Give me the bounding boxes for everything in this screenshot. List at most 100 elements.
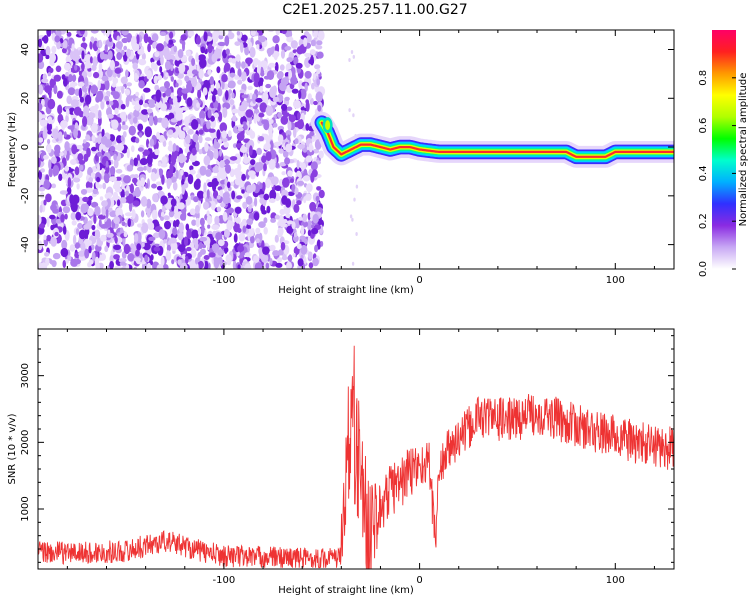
noise-cell xyxy=(272,250,280,257)
noise-cell xyxy=(130,243,135,249)
noise-cell xyxy=(277,71,284,79)
noise-cell xyxy=(149,39,153,45)
noise-cell xyxy=(164,81,170,89)
noise-cell xyxy=(211,224,220,230)
noise-cell xyxy=(110,90,117,96)
noise-cell xyxy=(312,257,319,267)
noise-cell xyxy=(147,43,152,53)
noise-cell xyxy=(307,251,313,260)
colorbar-tick-label: 0.0 xyxy=(698,261,709,277)
noise-cell xyxy=(307,219,312,231)
noise-cell xyxy=(97,135,101,145)
noise-cell xyxy=(157,162,162,167)
noise-cell xyxy=(146,138,150,148)
snr-series-line xyxy=(38,345,674,569)
noise-cell xyxy=(266,205,271,214)
noise-cell xyxy=(282,150,289,158)
noise-cell xyxy=(288,114,296,123)
noise-cell xyxy=(162,46,170,58)
noise-cell xyxy=(262,92,269,102)
snr-panel: -100 0 100 1000 2000 3000 Height of straight l… xyxy=(7,328,675,596)
noise-cell xyxy=(164,220,171,230)
spectrogram-cells xyxy=(38,30,674,269)
noise-cell xyxy=(258,221,266,229)
noise-cell xyxy=(211,243,220,252)
noise-cell xyxy=(173,150,179,157)
noise-cell xyxy=(268,159,276,170)
noise-cell xyxy=(217,186,223,191)
noise-cell xyxy=(270,176,279,186)
noise-cell xyxy=(263,193,270,201)
noise-cell xyxy=(63,131,67,138)
noise-cell xyxy=(165,250,172,261)
noise-cell xyxy=(120,103,126,110)
noise-cell xyxy=(77,153,84,162)
noise-cell xyxy=(225,247,229,253)
noise-cell xyxy=(315,91,323,102)
noise-cell xyxy=(134,100,141,111)
noise-cell xyxy=(256,44,260,50)
noise-cell xyxy=(102,54,109,60)
noise-cell xyxy=(62,40,68,49)
noise-cell xyxy=(246,184,253,194)
x-axis-label: Height of straight line (km) xyxy=(278,585,414,596)
noise-cell xyxy=(129,183,134,194)
noise-cell xyxy=(46,121,53,133)
noise-cell xyxy=(190,76,198,88)
noise-cell xyxy=(38,53,44,63)
noise-cell xyxy=(125,264,130,269)
noise-cell xyxy=(70,258,78,267)
y-tick-label: 20 xyxy=(20,92,31,105)
noise-cell xyxy=(272,35,280,44)
noise-cell xyxy=(259,85,264,93)
noise-cell xyxy=(178,63,186,74)
noise-cell xyxy=(195,257,199,265)
noise-cell xyxy=(177,202,185,210)
noise-cell xyxy=(296,243,302,250)
noise-cell xyxy=(348,108,351,113)
noise-cell xyxy=(123,175,131,184)
noise-cell xyxy=(156,185,163,191)
noise-cell xyxy=(114,180,122,186)
noise-cell xyxy=(140,196,148,207)
noise-cell xyxy=(159,86,167,92)
noise-cell xyxy=(94,256,100,267)
noise-cell xyxy=(210,115,215,122)
noise-cell xyxy=(255,40,261,46)
noise-cell xyxy=(43,199,47,206)
noise-cell xyxy=(153,63,158,72)
noise-cell xyxy=(305,123,310,131)
noise-cell xyxy=(103,172,110,184)
noise-cell xyxy=(143,242,151,251)
noise-cell xyxy=(281,77,289,86)
noise-cell xyxy=(318,30,325,41)
noise-cell xyxy=(46,216,50,228)
noise-cell xyxy=(43,154,49,160)
noise-cell xyxy=(218,111,223,123)
noise-cell xyxy=(171,155,176,166)
noise-cell xyxy=(177,49,184,59)
noise-cell xyxy=(113,158,119,169)
noise-cell xyxy=(253,211,260,221)
noise-cell xyxy=(134,174,139,179)
noise-cell xyxy=(88,245,92,254)
noise-cell xyxy=(85,187,94,193)
noise-cell xyxy=(143,103,149,108)
noise-cell xyxy=(83,153,89,162)
noise-cell xyxy=(228,30,232,37)
noise-cell xyxy=(313,72,316,81)
noise-cell xyxy=(311,227,319,235)
noise-cell xyxy=(39,204,43,213)
noise-cell xyxy=(55,65,62,73)
y-axis-label: SNR (10 * v/v) xyxy=(7,413,18,484)
noise-cell xyxy=(207,69,212,76)
noise-cell xyxy=(96,176,101,183)
noise-cell xyxy=(287,134,291,140)
noise-cell xyxy=(122,131,127,138)
noise-cell xyxy=(316,78,320,86)
noise-cell xyxy=(265,105,274,117)
noise-cell xyxy=(63,62,72,71)
noise-cell xyxy=(284,46,292,51)
noise-cell xyxy=(196,190,205,199)
